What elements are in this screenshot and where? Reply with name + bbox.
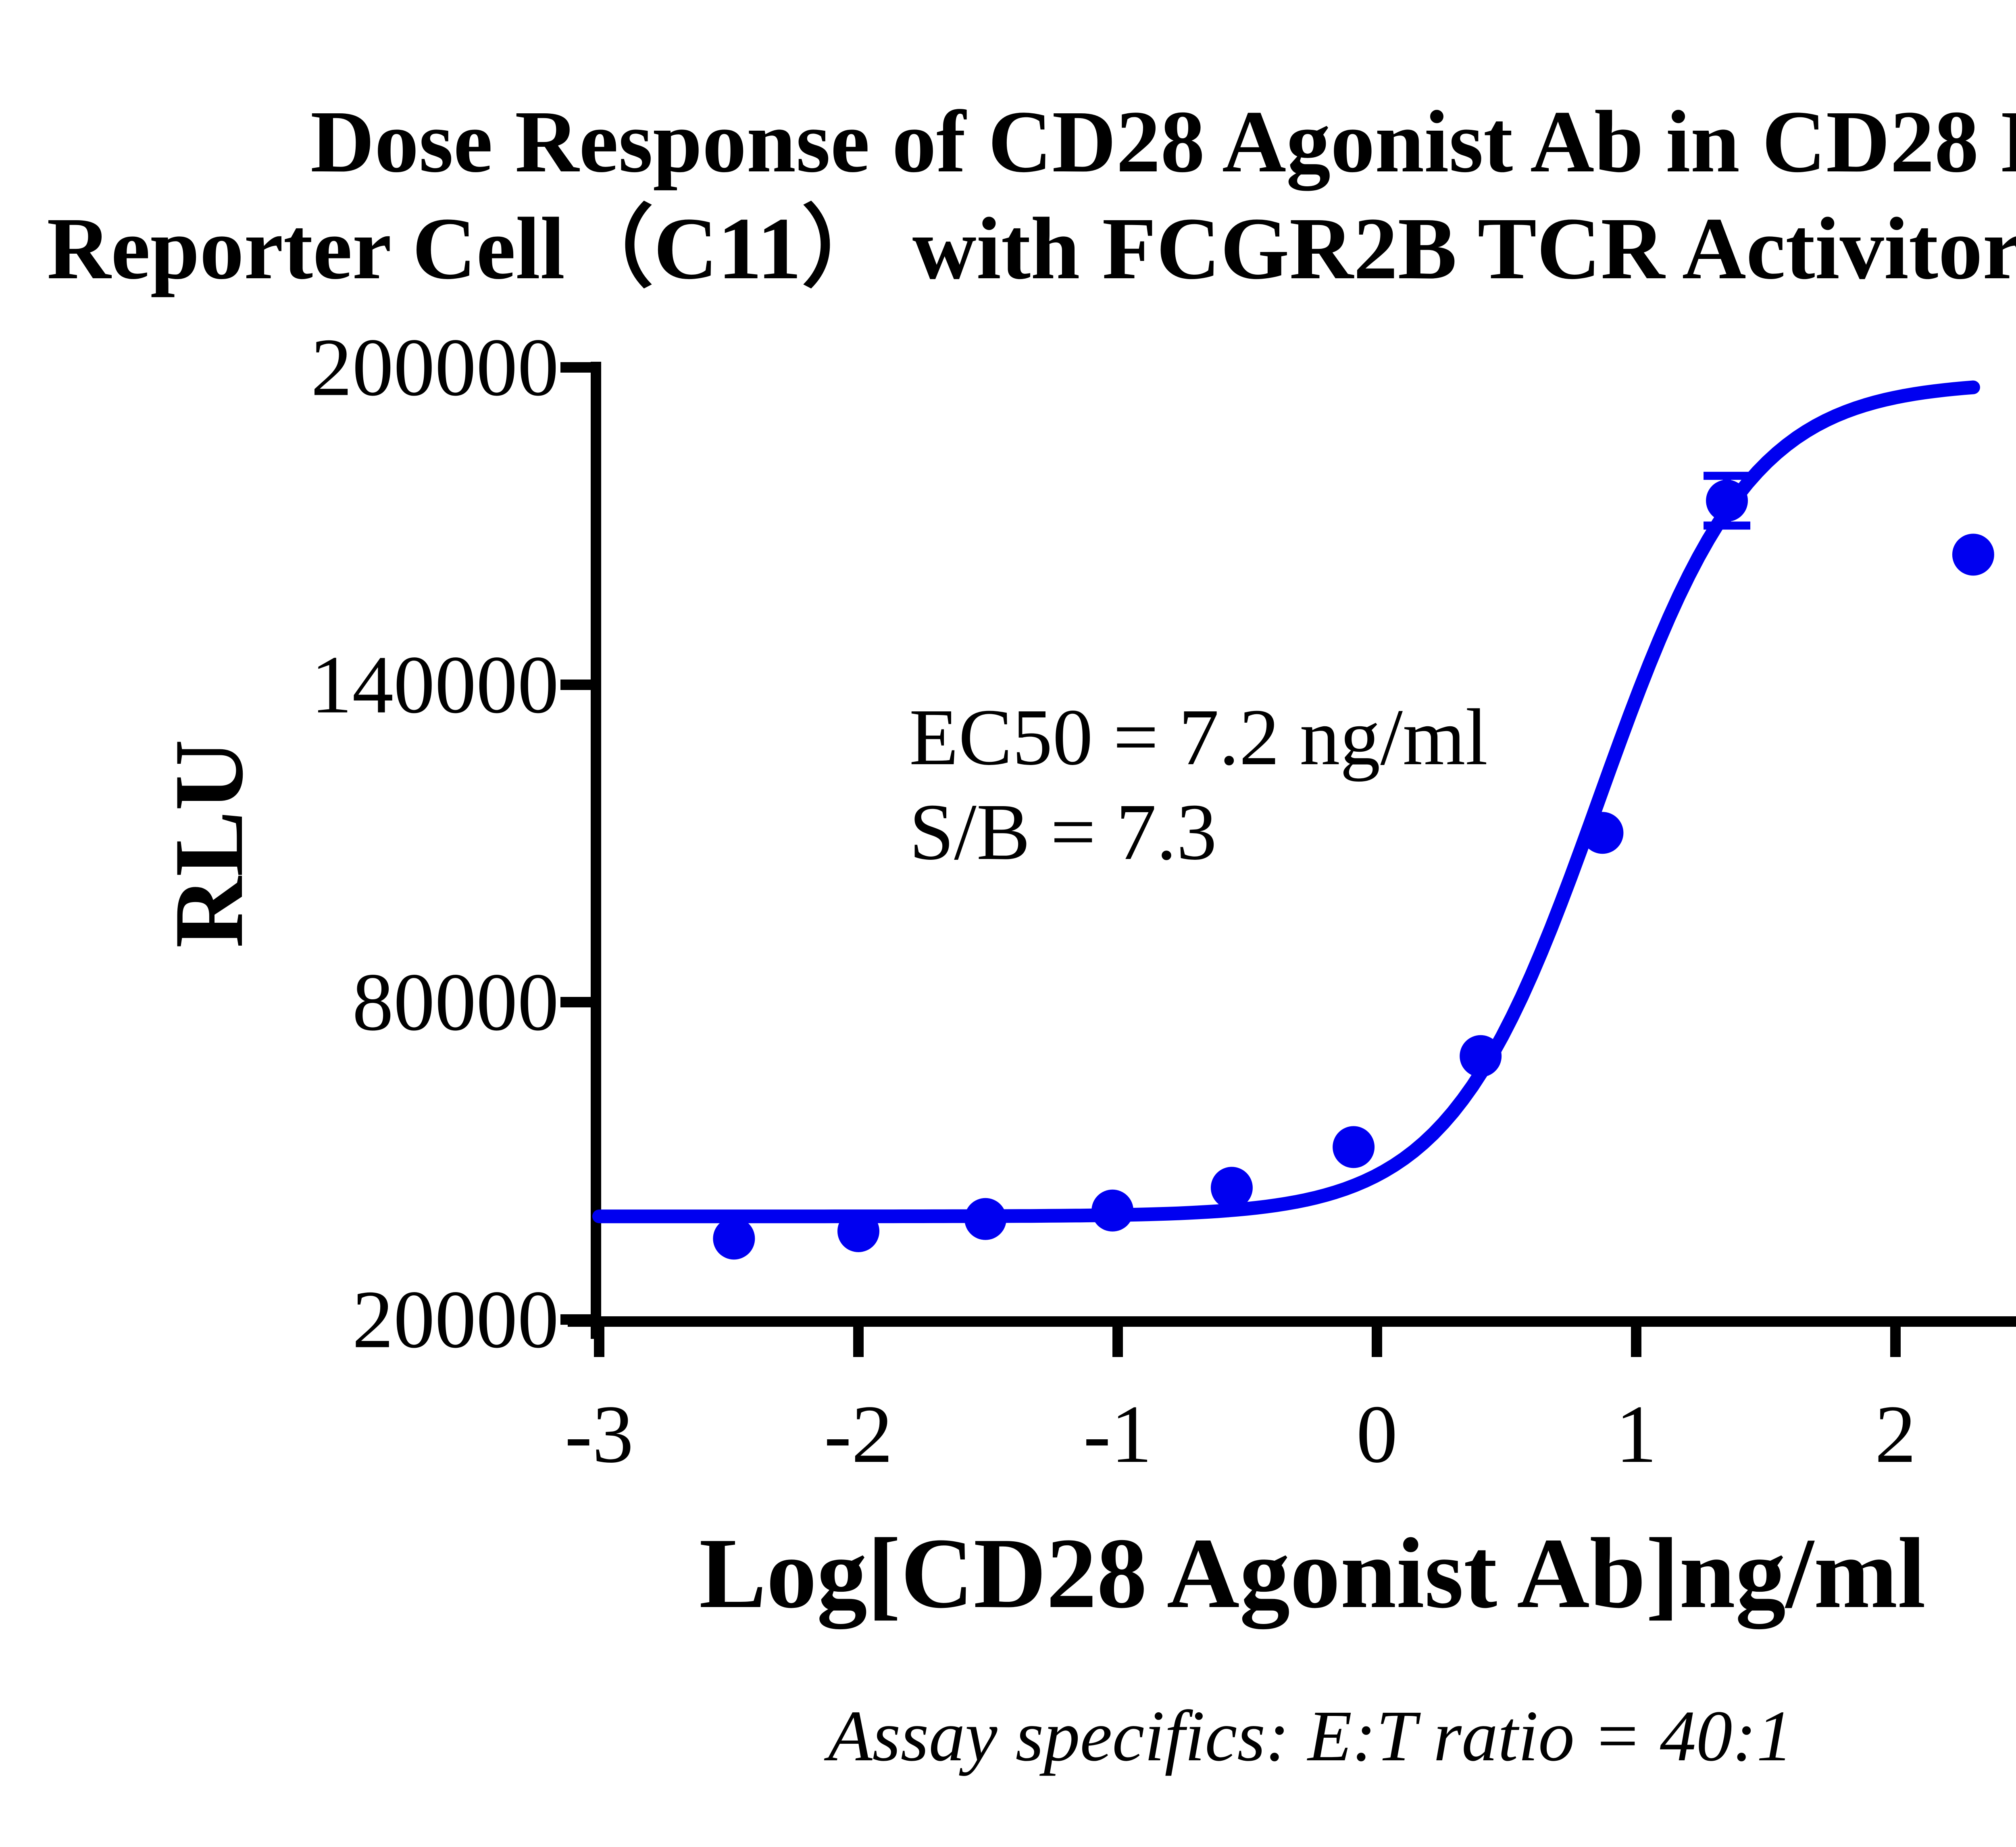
x-tick — [1112, 1327, 1123, 1357]
y-tick-label: 80000 — [352, 957, 559, 1048]
x-tick-label: 1 — [1616, 1388, 1657, 1480]
y-tick — [560, 1314, 591, 1325]
x-tick — [594, 1327, 604, 1357]
chart-title-line1: Dose Response of CD28 Agonist Ab in CD28… — [310, 92, 2016, 191]
data-point — [1091, 1189, 1134, 1232]
assay-footnote: Assay specifics: E:T ratio = 40:1 — [824, 1696, 1793, 1776]
x-tick — [1890, 1327, 1901, 1357]
x-tick-label: -1 — [1083, 1388, 1152, 1480]
data-point — [1333, 1126, 1375, 1168]
x-tick — [853, 1327, 864, 1357]
x-tick — [1372, 1327, 1382, 1357]
x-tick — [1631, 1327, 1641, 1357]
y-tick — [560, 362, 591, 373]
y-tick-label: 200000 — [311, 322, 559, 413]
x-tick-label: 2 — [1875, 1388, 1916, 1480]
data-point — [964, 1198, 1007, 1240]
sb-annotation: S/B = 7.3 — [909, 788, 1217, 877]
chart-title-line2: Reporter Cell（C11） with FCGR2B TCR Activ… — [47, 199, 2016, 298]
data-point — [1706, 479, 1748, 522]
data-series — [592, 380, 1994, 1260]
x-tick-label: -2 — [824, 1388, 893, 1480]
x-tick-label: 0 — [1356, 1388, 1398, 1480]
x-axis-ticks: -3 -2 -1 0 1 2 — [565, 1327, 1916, 1480]
y-axis-ticks: 20000 80000 140000 200000 — [311, 322, 591, 1365]
y-tick-label: 140000 — [311, 639, 559, 731]
x-axis-title: Log[CD28 Agonist Ab]ng/ml — [699, 1518, 1926, 1629]
fit-curve — [592, 380, 1980, 1224]
y-axis-line — [591, 362, 601, 1339]
data-point — [1460, 1035, 1502, 1077]
x-axis-line — [568, 1316, 2016, 1327]
x-tick-label: -3 — [565, 1388, 634, 1480]
data-point — [1210, 1167, 1253, 1209]
y-tick — [560, 680, 591, 690]
data-point — [1581, 812, 1624, 854]
data-point — [1952, 534, 1994, 576]
ec50-annotation: EC50 = 7.2 ng/ml — [909, 693, 1488, 782]
data-point — [713, 1217, 755, 1260]
y-axis-title: RLU — [154, 739, 263, 948]
y-tick-label: 20000 — [352, 1274, 559, 1365]
data-point — [837, 1210, 879, 1252]
y-tick — [560, 997, 591, 1007]
